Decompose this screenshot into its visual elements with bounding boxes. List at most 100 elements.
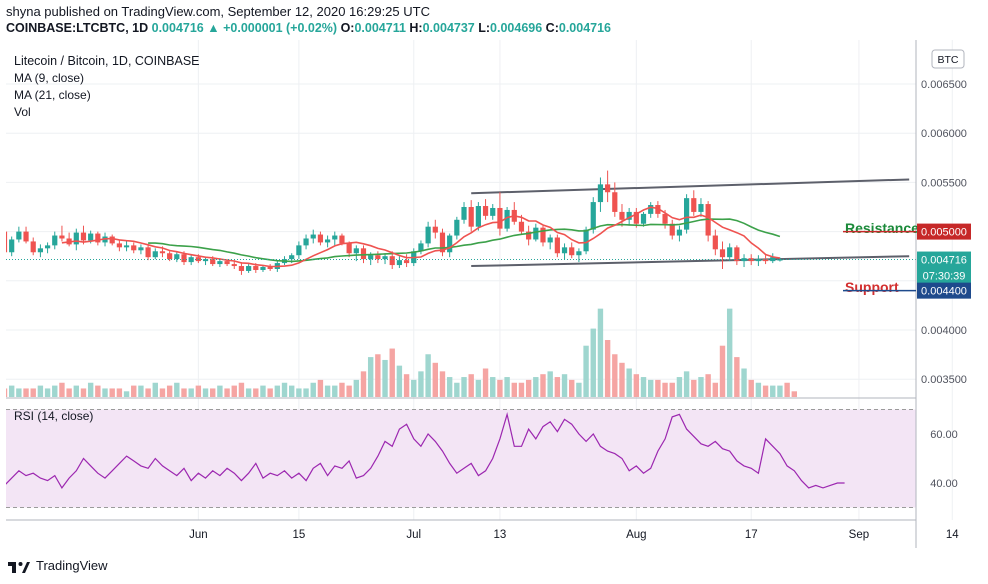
- volume-bar: [791, 391, 797, 397]
- price-change: +0.000001 (+0.02%): [223, 21, 338, 35]
- candle-body: [770, 257, 776, 262]
- volume-bar: [109, 388, 115, 397]
- candle-body: [447, 235, 453, 253]
- volume-bar: [367, 357, 374, 397]
- time-tick-label: 14: [946, 529, 959, 541]
- volume-bar: [734, 357, 740, 397]
- candle-body: [44, 245, 51, 249]
- candle-body: [88, 233, 94, 241]
- volume-bar: [396, 365, 403, 397]
- candles: [6, 170, 783, 275]
- volume-bar: [648, 379, 654, 397]
- candle-body: [526, 231, 532, 240]
- volume-bar: [533, 377, 539, 397]
- volume-bar: [411, 379, 417, 397]
- candle-body: [167, 253, 173, 260]
- time-tick-label: 15: [292, 529, 305, 541]
- candle-body: [475, 206, 481, 227]
- candle-body: [238, 266, 245, 271]
- candle-body: [533, 227, 539, 240]
- price-chart[interactable]: 0.0035000.0040000.0045000.0050000.005500…: [0, 40, 988, 548]
- price-tick-label: 0.006000: [921, 128, 967, 140]
- volume-bar: [454, 382, 460, 397]
- volume-bar: [310, 382, 316, 397]
- volume-bar: [604, 340, 611, 397]
- volume-bar: [683, 371, 690, 397]
- up-arrow-icon: ▲: [207, 21, 220, 35]
- currency-badge[interactable]: [931, 49, 965, 69]
- volume-bar: [159, 388, 166, 397]
- time-tick-label: Aug: [626, 529, 646, 541]
- candle-body: [339, 235, 345, 244]
- candle-body: [231, 264, 237, 267]
- candle-body: [633, 211, 639, 224]
- volume-bar: [332, 385, 338, 397]
- candle-body: [296, 245, 302, 256]
- volume-bar: [145, 388, 151, 397]
- svg-text:0.005000: 0.005000: [921, 227, 967, 239]
- candle-body: [432, 226, 438, 233]
- volume-bar: [16, 388, 22, 397]
- candle-body: [561, 247, 568, 254]
- candle-body: [676, 229, 683, 236]
- footer: TradingView: [0, 548, 988, 584]
- candle-body: [73, 232, 79, 245]
- volume-bar: [44, 388, 51, 397]
- candle-body: [576, 251, 582, 256]
- candle-body: [52, 235, 58, 246]
- rsi-line: [6, 412, 845, 489]
- volume-bar: [490, 377, 496, 397]
- volume-bar: [755, 382, 762, 397]
- candle-body: [382, 256, 388, 260]
- resistance-price-tag: 0.005000: [917, 223, 971, 240]
- ma21-line: [148, 218, 781, 263]
- volume-bar: [210, 388, 216, 397]
- price-tick-label: 0.003500: [921, 374, 967, 386]
- volume-bar: [583, 345, 589, 397]
- volume-bar: [6, 388, 8, 397]
- legend-ma9: MA (9, close): [14, 71, 84, 85]
- volume-bar: [195, 385, 202, 397]
- candle-body: [23, 231, 29, 242]
- candle-body: [482, 206, 489, 216]
- candle-body: [691, 198, 697, 212]
- resistance-annotation: Resistance: [845, 220, 919, 236]
- volume-bar: [231, 385, 237, 397]
- volume-bar: [597, 308, 604, 397]
- tradingview-logo[interactable]: TradingView: [8, 558, 108, 573]
- volume-bar: [87, 382, 94, 397]
- volume-bar: [518, 382, 525, 397]
- volume-bar: [59, 382, 65, 397]
- volume-bar: [166, 385, 173, 397]
- candle-body: [684, 198, 690, 230]
- candle-body: [662, 213, 668, 224]
- volume-bar: [238, 382, 245, 397]
- candle-body: [59, 235, 65, 239]
- volume-bar: [726, 308, 733, 397]
- volume-bar: [188, 388, 194, 397]
- legend-rsi: RSI (14, close): [14, 409, 93, 423]
- volume-bar: [540, 374, 546, 397]
- candle-body: [605, 184, 611, 193]
- candle-body: [461, 207, 467, 220]
- candle-body: [490, 207, 496, 216]
- time-tick-label: Jun: [189, 529, 208, 541]
- candle-body: [698, 204, 704, 212]
- candle-body: [360, 248, 367, 260]
- volume-bar: [353, 379, 360, 397]
- candle-body: [138, 247, 144, 251]
- volume-bar: [37, 385, 44, 397]
- candle-body: [253, 266, 259, 270]
- candle-body: [260, 267, 266, 270]
- open-label: O:: [340, 21, 355, 35]
- candle-body: [655, 205, 661, 214]
- volume-bar: [705, 374, 711, 397]
- close-label: C:: [545, 21, 559, 35]
- volume-bar: [446, 377, 453, 397]
- candle-body: [425, 226, 431, 244]
- volume-bar: [626, 368, 632, 397]
- volume-bar: [8, 385, 15, 397]
- volume-bar: [375, 354, 381, 397]
- candle-body: [727, 247, 733, 258]
- volume-bar: [569, 379, 575, 397]
